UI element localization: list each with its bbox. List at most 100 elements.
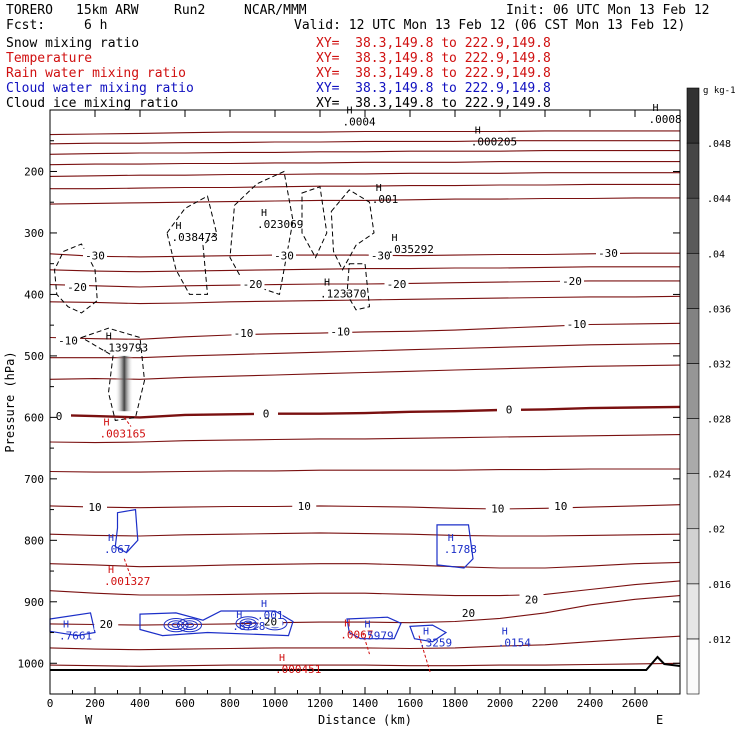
cloudwater-ring-0-1: [171, 622, 181, 628]
max-value-12: .0067: [340, 629, 373, 642]
y-tick-label-6: 800: [24, 534, 44, 547]
cloudwater-outline-0: [114, 508, 139, 554]
cloudwater-ring-0-2: [167, 620, 185, 631]
max-value-15: .6728: [232, 620, 265, 633]
max-value-11: .000451: [275, 663, 321, 676]
temperature-contour-20b: [49, 635, 681, 651]
temperature-label-22: 20: [525, 593, 538, 606]
max-marker-14: H: [448, 533, 454, 544]
max-value-2: .000205: [471, 136, 517, 149]
cloudwater-outline-4: [346, 616, 402, 640]
x-tick-label-3: 600: [175, 697, 195, 710]
temperature-contour--40g: [49, 197, 680, 205]
temperature-label-9: -10: [234, 327, 254, 340]
x-tick-label-0: 0: [47, 697, 54, 710]
temperature-label-19: 20: [100, 618, 113, 631]
forecast-hour: 6 h: [84, 18, 108, 33]
x-end-label-right: E: [656, 713, 663, 727]
temperature-label-bg-10: [328, 324, 353, 338]
temperature-label-bg-6: [384, 276, 409, 290]
max-marker-8: H: [106, 332, 112, 343]
max-value-3: .001: [372, 193, 399, 206]
max-value-4: .023069: [257, 218, 303, 231]
x-tick-label-6: 1200: [307, 697, 334, 710]
rain-outline-0: [123, 417, 132, 427]
colorbar-box-3: [686, 473, 700, 530]
temperature-label-16: 10: [298, 500, 311, 513]
grid-spacing: 15km ARW: [76, 3, 139, 18]
temperature-contour--40f: [50, 183, 680, 190]
temperature-contour-10: [49, 504, 681, 510]
temperature-label-bg-2: [368, 248, 393, 262]
colorbar-tick-9: .048: [707, 139, 731, 150]
colorbar-box-9: [686, 142, 700, 199]
colorbar: .012 .016 .02 .024 .028 .032 .036 .04 .044 .048 g …: [686, 86, 736, 695]
field-rain-label: Rain water mixing ratio: [6, 66, 187, 81]
max-marker-20: H: [63, 619, 69, 630]
x-tick-label-2: 400: [130, 697, 150, 710]
forecast-label: Fcst:: [6, 18, 46, 33]
max-marker-4: H: [261, 208, 267, 219]
snow-outline-1: [80, 327, 146, 421]
temperature-label-bg-5: [240, 276, 265, 290]
temperature-contour-10c: [49, 561, 681, 569]
colorbar-tick-7: .04: [707, 249, 725, 260]
temperature-label-bg-12: [47, 409, 71, 423]
temperature-label-18: 10: [554, 500, 567, 513]
colorbar-box-0: [686, 638, 700, 695]
cloudwater-outline-1: [436, 524, 474, 569]
max-value-19: .0154: [498, 637, 531, 650]
temperature-contour-20: [49, 595, 681, 626]
colorbar-tick-0: .012: [707, 635, 731, 646]
contour-layer: [49, 130, 681, 671]
plot-frame: [49, 109, 681, 695]
temperature-label-bg-4: [65, 280, 89, 294]
max-marker-16: H: [261, 599, 267, 610]
temperature-label-bg-20: [258, 614, 283, 628]
temperature-label-21: 20: [462, 607, 475, 620]
max-value-10: .001327: [104, 575, 150, 588]
max-value-14: .1788: [444, 543, 477, 556]
max-marker-13: H: [108, 533, 114, 544]
y-tick-label-5: 700: [24, 473, 44, 486]
max-value-18: .3259: [419, 637, 452, 650]
y-axis-label: Pressure (hPa): [3, 351, 17, 452]
temperature-label-20: 20: [264, 615, 277, 628]
temperature-contour--30: [49, 252, 680, 258]
max-value-17: .5979: [361, 629, 394, 642]
model-name: TORERO: [6, 3, 53, 18]
y-tick-label-1: 300: [24, 227, 44, 240]
temperature-label-2: -30: [371, 250, 391, 263]
x-tick-label-8: 1600: [397, 697, 424, 710]
max-value-9: .003165: [100, 428, 146, 441]
colorbar-box-1: [686, 583, 700, 640]
field-ice-label: Cloud ice mixing ratio: [6, 96, 179, 111]
temperature-label-bg-0: [83, 248, 107, 262]
temperature-contour--10b: [50, 343, 681, 359]
x-tick-label-13: 2600: [622, 697, 649, 710]
field-rain-xy: XY= 38.3,149.8 to 222.9,149.8: [316, 66, 551, 81]
colorbar-tick-4: .028: [707, 415, 731, 426]
snow-outline-3: [229, 170, 294, 296]
max-value-0: .0008: [649, 113, 682, 126]
terrain-line: [50, 655, 681, 671]
field-cloudwater-label: Cloud water mixing ratio: [6, 81, 194, 96]
x-tick-label-4: 800: [220, 697, 240, 710]
cloudwater-ring-0-3: [163, 618, 189, 633]
temperature-label-12: 0: [56, 410, 63, 423]
max-marker-5: H: [176, 221, 182, 232]
temperature-label-8: -10: [58, 335, 78, 348]
max-value-16: .001: [257, 609, 284, 622]
max-marker-6: H: [392, 233, 398, 244]
colorbar-box-10: [686, 87, 700, 144]
temperature-label-bg-21: [456, 605, 481, 619]
temperature-label-bg-16: [292, 498, 317, 512]
snow-shading: [115, 355, 134, 412]
temperature-contour-10a: [49, 468, 680, 473]
max-marker-18: H: [423, 627, 429, 638]
field-snow-label: Snow mixing ratio: [6, 36, 140, 51]
temperature-contour-30: [49, 662, 681, 667]
temperature-label-bg-14: [497, 402, 521, 416]
temperature-label-1: -30: [274, 250, 294, 263]
